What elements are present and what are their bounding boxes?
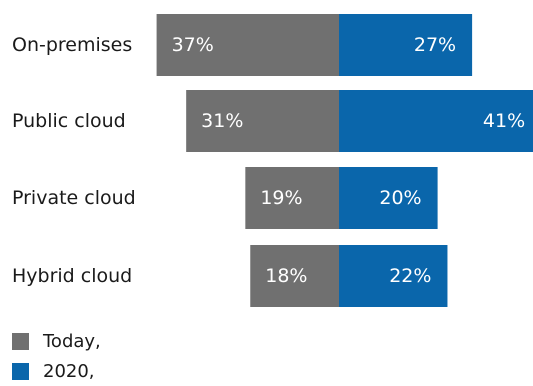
bar-labels: 37% 27% 31% 41% 19% 20% 18% 22% bbox=[172, 34, 526, 287]
bar-today-on-premises bbox=[156, 14, 339, 76]
category-label-hybrid-cloud: Hybrid cloud bbox=[12, 265, 132, 287]
bar-today-private-cloud bbox=[245, 167, 339, 229]
category-label-on-premises: On-premises bbox=[12, 34, 132, 56]
data-label-today-public-cloud: 31% bbox=[201, 110, 243, 132]
category-label-private-cloud: Private cloud bbox=[12, 187, 136, 209]
legend-item-2020: 2020, bbox=[12, 356, 101, 386]
category-label-public-cloud: Public cloud bbox=[12, 110, 126, 132]
data-label-2020-public-cloud: 41% bbox=[483, 110, 525, 132]
data-label-2020-hybrid-cloud: 22% bbox=[389, 265, 431, 287]
data-label-today-on-premises: 37% bbox=[172, 34, 214, 56]
bar-2020-hybrid-cloud bbox=[339, 245, 448, 307]
data-label-2020-on-premises: 27% bbox=[414, 34, 456, 56]
data-label-2020-private-cloud: 20% bbox=[379, 187, 421, 209]
bar-today-public-cloud bbox=[186, 90, 339, 152]
legend-label-2020: 2020, bbox=[43, 360, 95, 382]
bar-2020-public-cloud bbox=[339, 90, 533, 152]
bars bbox=[156, 14, 533, 307]
data-label-today-hybrid-cloud: 18% bbox=[265, 265, 307, 287]
legend-swatch-2020 bbox=[12, 362, 29, 380]
data-label-today-private-cloud: 19% bbox=[260, 187, 302, 209]
category-labels: On-premises Public cloud Private cloud Hybr… bbox=[12, 34, 136, 287]
bar-2020-private-cloud bbox=[339, 167, 438, 229]
legend-item-today: Today, bbox=[12, 326, 101, 356]
legend-label-today: Today, bbox=[43, 330, 101, 352]
bar-today-hybrid-cloud bbox=[250, 245, 339, 307]
legend-swatch-today bbox=[12, 332, 29, 350]
legend: Today, 2020, bbox=[12, 326, 101, 386]
bar-2020-on-premises bbox=[339, 14, 473, 76]
